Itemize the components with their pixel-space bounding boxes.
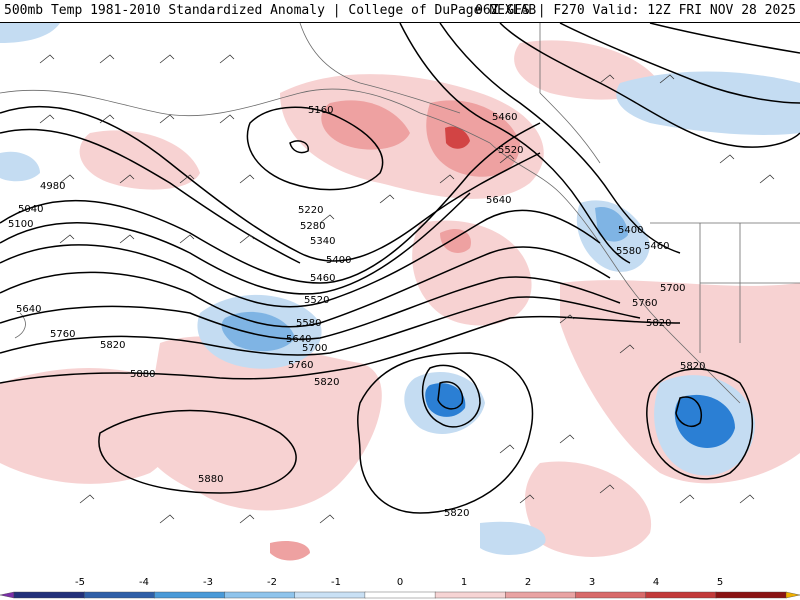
height-label: 5400	[326, 255, 351, 266]
warm-anomaly-west	[0, 368, 185, 484]
weather-map: 5160 4980 5040 5100 5220 5280 5340 5400 …	[0, 23, 800, 561]
height-label: 5640	[286, 334, 311, 345]
cold-anomaly-south	[480, 521, 546, 555]
colorbar-tick-label: 1	[461, 577, 467, 588]
cold-anomaly-trough-mid	[221, 311, 295, 352]
model-run-title: 06Z GFS | F270 Valid: 12Z FRI NOV 28 202…	[475, 3, 796, 18]
warm-anomaly-central	[412, 220, 532, 326]
height-label: 4980	[40, 181, 65, 192]
colorbar-swatch	[154, 591, 226, 599]
height-label: 5640	[16, 304, 41, 315]
height-label: 5040	[18, 204, 43, 215]
height-label: 5880	[198, 474, 223, 485]
warm-anomaly-west-north	[79, 130, 200, 190]
colorbar-tick-label: 0	[397, 577, 403, 588]
height-label: 5820	[314, 377, 339, 388]
colorbar-tick-label: 5	[717, 577, 723, 588]
cold-anomaly-northeast	[616, 71, 800, 135]
colorbar-tick-label: -4	[139, 577, 149, 588]
colorbar-swatch	[575, 591, 647, 599]
warm-anomaly-alaska-mid	[321, 100, 410, 150]
colorbar-tick-label: 2	[525, 577, 531, 588]
height-label: 5520	[498, 145, 523, 156]
height-label: 5580	[616, 246, 641, 257]
colorbar-swatch	[505, 591, 577, 599]
colorbar-swatch	[224, 591, 296, 599]
height-label: 5580	[296, 318, 321, 329]
colorbar-swatch	[434, 591, 506, 599]
colorbar-tick-label: 4	[653, 577, 659, 588]
colorbar-swatch	[645, 591, 717, 599]
height-label: 5220	[298, 205, 323, 216]
height-labels: 5160 4980 5040 5100 5220 5280 5340 5400 …	[8, 105, 705, 519]
colorbar-swatch	[83, 591, 156, 599]
height-label: 5640	[486, 195, 511, 206]
height-label: 5880	[130, 369, 155, 380]
height-label: 5760	[50, 329, 75, 340]
cold-anomaly-nw	[0, 23, 60, 43]
cold-anomaly-coast-mid	[595, 207, 628, 242]
warm-anomaly-east-south	[525, 461, 652, 557]
colorbar-tick-labels: -5 -4 -3 -2 -1 0 1 2 3 4 5	[75, 577, 723, 588]
coastlines	[0, 23, 800, 404]
warm-anomaly-gulf	[426, 100, 520, 177]
colorbar-swatch	[13, 591, 85, 599]
colorbar-swatches	[0, 591, 800, 599]
height-label: 5460	[310, 273, 335, 284]
colorbar-tick-label: 3	[589, 577, 595, 588]
height-label: 5820	[680, 361, 705, 372]
colorbar-swatch	[364, 591, 436, 599]
colorbar-tick-label: -2	[267, 577, 277, 588]
height-label: 5100	[8, 219, 33, 230]
product-title: 500mb Temp 1981-2010 Standardized Anomal…	[4, 3, 537, 18]
warm-anomaly-mid-pacific	[440, 228, 471, 253]
warm-anomaly-core	[445, 126, 470, 149]
title-bar: 500mb Temp 1981-2010 Standardized Anomal…	[0, 0, 800, 23]
height-label: 5820	[100, 340, 125, 351]
colorbar-swatch	[785, 591, 800, 599]
colorbar-swatch	[715, 591, 787, 599]
height-label: 5280	[300, 221, 325, 232]
height-label: 5820	[646, 318, 671, 329]
height-label: 5160	[308, 105, 333, 116]
colorbar-swatch	[0, 591, 15, 599]
anomaly-colorbar: -5 -4 -3 -2 -1 0 1 2 3 4 5	[0, 575, 800, 600]
colorbar-tick-label: -1	[331, 577, 341, 588]
colorbar-swatch	[294, 591, 366, 599]
height-label: 5700	[660, 283, 685, 294]
wind-barbs	[39, 54, 775, 524]
warm-anomaly-small	[270, 541, 310, 561]
colorbar-tick-label: -3	[203, 577, 213, 588]
height-contours	[0, 23, 800, 514]
cold-anomaly-west-edge	[0, 151, 40, 182]
height-label: 5760	[288, 360, 313, 371]
colorbar-tick-label: -5	[75, 577, 85, 588]
height-label: 5520	[304, 295, 329, 306]
height-label: 5460	[492, 112, 517, 123]
cold-anomaly-low-east-core	[674, 394, 735, 448]
height-label: 5340	[310, 236, 335, 247]
height-label: 5460	[644, 241, 669, 252]
height-label: 5760	[632, 298, 657, 309]
height-label: 5700	[302, 343, 327, 354]
height-label: 5820	[444, 508, 469, 519]
height-label: 5400	[618, 225, 643, 236]
